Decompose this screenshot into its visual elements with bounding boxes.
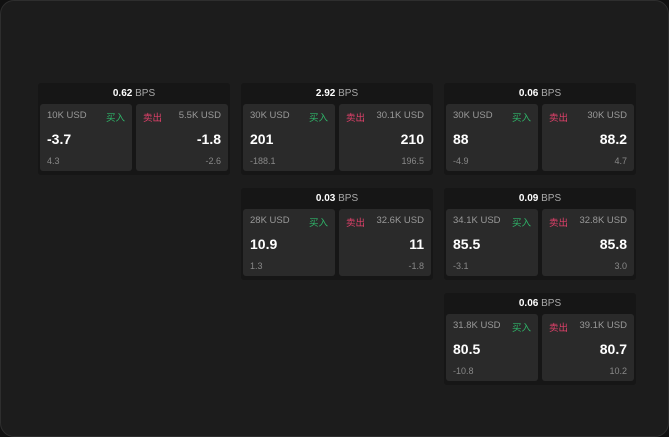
spread-value: 0.09 (518, 193, 539, 204)
sell-button[interactable]: 卖出 30.1K USD 210 196.5 (339, 104, 431, 171)
spread-unit: BPS (135, 88, 156, 99)
buy-size: 30K USD (453, 110, 493, 121)
buy-button[interactable]: 10K USD 买入 -3.7 4.3 (40, 104, 132, 171)
sell-label: 卖出 (549, 218, 569, 229)
price-card: 0.09 BPS 34.1K USD 买入 85.5 -3.1 卖出 32.8K U… (444, 188, 636, 280)
buy-change: -10.8 (453, 366, 474, 376)
buy-button[interactable]: 28K USD 买入 10.9 1.3 (243, 209, 335, 276)
price-card: 0.62 BPS 10K USD 买入 -3.7 4.3 卖出 5.5K USD -… (38, 83, 230, 175)
spread-value: 0.62 (112, 88, 133, 99)
price-card: 0.06 BPS 31.8K USD 买入 80.5 -10.8 卖出 39.1K … (444, 293, 636, 385)
sell-change: 4.7 (614, 156, 627, 166)
spread-unit: BPS (541, 193, 562, 204)
sell-label: 卖出 (549, 323, 569, 334)
sell-button[interactable]: 卖出 30K USD 88.2 4.7 (542, 104, 634, 171)
spread-header: 0.06 BPS (444, 293, 636, 314)
buy-change: -4.9 (453, 156, 469, 166)
sell-price: 80.7 (599, 341, 627, 357)
spread-value: 0.06 (518, 298, 539, 309)
sell-change: -2.6 (205, 156, 221, 166)
sell-price: 88.2 (599, 131, 627, 147)
sell-label: 卖出 (346, 113, 366, 124)
sell-size: 30.1K USD (376, 110, 424, 121)
buy-size: 31.8K USD (453, 320, 501, 331)
spread-unit: BPS (338, 88, 359, 99)
sell-change: 3.0 (614, 261, 627, 271)
buy-price: 88 (453, 131, 469, 147)
sell-size: 39.1K USD (579, 320, 627, 331)
buy-button[interactable]: 34.1K USD 买入 85.5 -3.1 (446, 209, 538, 276)
sell-button[interactable]: 卖出 39.1K USD 80.7 10.2 (542, 314, 634, 381)
sell-change: -1.8 (408, 261, 424, 271)
sell-button[interactable]: 卖出 32.6K USD 11 -1.8 (339, 209, 431, 276)
buy-button[interactable]: 30K USD 买入 88 -4.9 (446, 104, 538, 171)
sell-change: 10.2 (609, 366, 627, 376)
spread-header: 0.09 BPS (444, 188, 636, 209)
spread-header: 0.62 BPS (38, 83, 230, 104)
buy-label: 买入 (105, 113, 125, 124)
sell-label: 卖出 (549, 113, 569, 124)
spread-unit: BPS (541, 88, 562, 99)
sell-price: 85.8 (599, 236, 627, 252)
buy-label: 买入 (511, 323, 531, 334)
sell-button[interactable]: 卖出 5.5K USD -1.8 -2.6 (136, 104, 228, 171)
buy-button[interactable]: 31.8K USD 买入 80.5 -10.8 (446, 314, 538, 381)
sell-change: 196.5 (401, 156, 424, 166)
sell-label: 卖出 (143, 113, 163, 124)
buy-size: 34.1K USD (453, 215, 501, 226)
sell-price: 11 (409, 236, 424, 252)
spread-unit: BPS (541, 298, 562, 309)
buy-price: 201 (250, 131, 274, 147)
buy-change: -188.1 (250, 156, 276, 166)
buy-change: -3.1 (453, 261, 469, 271)
spread-unit: BPS (338, 193, 359, 204)
buy-price: 85.5 (453, 236, 481, 252)
buy-change: 1.3 (250, 261, 263, 271)
buy-price: 10.9 (250, 236, 278, 252)
buy-label: 买入 (511, 218, 531, 229)
spread-header: 2.92 BPS (241, 83, 433, 104)
sell-size: 32.6K USD (376, 215, 424, 226)
spread-value: 0.06 (518, 88, 539, 99)
price-card: 0.06 BPS 30K USD 买入 88 -4.9 卖出 30K USD 88.… (444, 83, 636, 175)
sell-size: 30K USD (587, 110, 627, 121)
spread-value: 2.92 (315, 88, 336, 99)
buy-change: 4.3 (47, 156, 60, 166)
spread-header: 0.03 BPS (241, 188, 433, 209)
buy-size: 28K USD (250, 215, 290, 226)
sell-price: -1.8 (196, 131, 221, 147)
buy-label: 买入 (308, 218, 328, 229)
sell-size: 32.8K USD (579, 215, 627, 226)
buy-size: 10K USD (47, 110, 87, 121)
spread-header: 0.06 BPS (444, 83, 636, 104)
buy-price: -3.7 (47, 131, 72, 147)
price-card: 2.92 BPS 30K USD 买入 201 -188.1 卖出 30.1K US… (241, 83, 433, 175)
sell-button[interactable]: 卖出 32.8K USD 85.8 3.0 (542, 209, 634, 276)
buy-label: 买入 (308, 113, 328, 124)
spread-value: 0.03 (315, 193, 336, 204)
buy-label: 买入 (511, 113, 531, 124)
buy-price: 80.5 (453, 341, 481, 357)
sell-price: 210 (400, 131, 424, 147)
price-card: 0.03 BPS 28K USD 买入 10.9 1.3 卖出 32.6K USD … (241, 188, 433, 280)
sell-label: 卖出 (346, 218, 366, 229)
buy-size: 30K USD (250, 110, 290, 121)
sell-size: 5.5K USD (178, 110, 221, 121)
buy-button[interactable]: 30K USD 买入 201 -188.1 (243, 104, 335, 171)
